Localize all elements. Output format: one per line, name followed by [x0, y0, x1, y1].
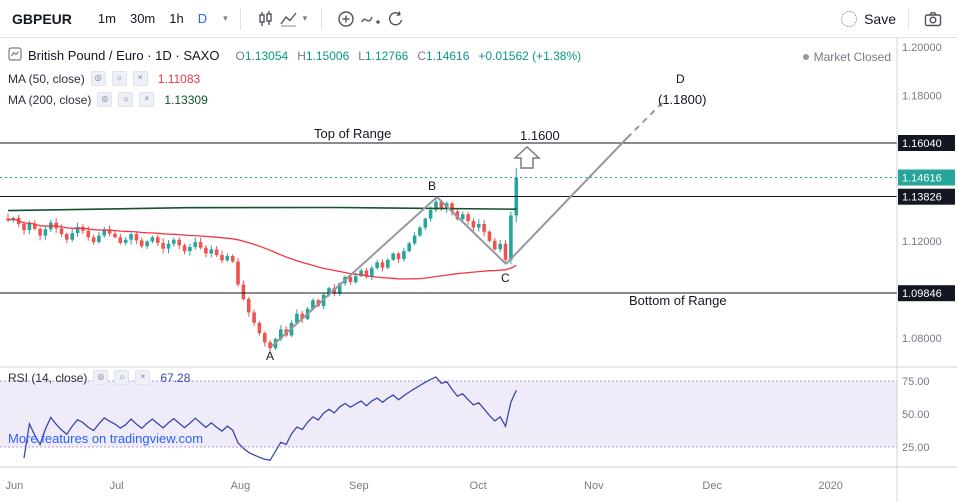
svg-text:1.18000: 1.18000: [902, 91, 942, 103]
close-icon[interactable]: ×: [132, 71, 148, 86]
top-toolbar: GBPEUR 1m 30m 1h D ▾ ▾: [0, 0, 957, 38]
svg-text:1.13826: 1.13826: [902, 192, 942, 204]
svg-text:1.20000: 1.20000: [902, 42, 942, 54]
point-a-label[interactable]: A: [266, 349, 275, 363]
svg-text:1.12000: 1.12000: [902, 236, 942, 248]
symbol-button[interactable]: GBPEUR: [12, 10, 72, 27]
close-icon[interactable]: ×: [135, 370, 151, 385]
indicators-icon[interactable]: [358, 7, 384, 31]
svg-text:Dec: Dec: [702, 480, 722, 492]
ma50-value: 1.11083: [157, 71, 201, 86]
interval-30m[interactable]: 30m: [129, 11, 156, 26]
abcd-pattern-lines[interactable]: [271, 97, 668, 347]
high-label: H: [297, 48, 306, 63]
replay-icon[interactable]: [384, 7, 408, 31]
svg-text:25.00: 25.00: [902, 442, 930, 454]
legend: British Pound / Euro · 1D · SAXO O1.1305…: [8, 47, 581, 112]
point-d-label[interactable]: D: [676, 72, 685, 86]
settings-icon[interactable]: ☼: [118, 92, 134, 107]
settings-icon[interactable]: ☼: [111, 71, 127, 86]
rsi-line[interactable]: [23, 376, 517, 462]
svg-text:50.00: 50.00: [902, 409, 930, 421]
open-label: O: [235, 48, 245, 63]
svg-text:1.14616: 1.14616: [902, 173, 942, 185]
ma200-value: 1.13309: [164, 92, 208, 107]
top-of-range-label[interactable]: Top of Range: [314, 126, 392, 141]
toolbar-divider: [908, 7, 909, 30]
save-button-label: Save: [864, 10, 896, 27]
point-b-label[interactable]: B: [428, 179, 437, 193]
rsi-band: [0, 380, 897, 448]
ma50-legend-label[interactable]: MA (50, close): [8, 71, 85, 86]
price-and-time-axis[interactable]: 1.20000 1.18000 1.12000 1.08000 1.16040 1.138…: [6, 42, 955, 492]
eye-icon[interactable]: ◎: [93, 370, 109, 385]
svg-text:75.00: 75.00: [902, 376, 930, 388]
toolbar-divider: [321, 7, 323, 30]
save-button[interactable]: Save: [841, 10, 896, 27]
settings-icon[interactable]: ☼: [114, 370, 130, 385]
svg-text:Jul: Jul: [110, 480, 124, 492]
market-status-dot-icon: [802, 54, 809, 60]
legend-toggle-icon[interactable]: [8, 47, 22, 64]
close-value: 1.14616: [426, 48, 470, 63]
eye-icon[interactable]: ◎: [90, 71, 106, 86]
moving-average-lines[interactable]: [7, 206, 517, 280]
horizontal-level-lines[interactable]: [0, 142, 897, 294]
eye-icon[interactable]: ◎: [97, 92, 113, 107]
rsi-legend: RSI (14, close) ◎ ☼ × 67.28: [8, 369, 190, 386]
low-label: L: [358, 48, 365, 63]
compare-chart-icon[interactable]: ▾: [277, 7, 310, 31]
chart-style-candles-icon[interactable]: [253, 7, 277, 31]
svg-text:Jun: Jun: [6, 480, 24, 492]
svg-text:1.09846: 1.09846: [902, 288, 942, 300]
symbol-legend-title[interactable]: British Pound / Euro · 1D · SAXO: [28, 48, 220, 63]
cloud-save-status-icon: [841, 10, 858, 27]
ohlc-readout: O1.13054 H1.15006 L1.12766 C1.14616 +0.0…: [235, 49, 581, 63]
market-status: Market Closed: [802, 50, 891, 64]
svg-text:1.16040: 1.16040: [902, 138, 942, 150]
market-status-label: Market Closed: [813, 50, 891, 64]
svg-text:Oct: Oct: [470, 480, 487, 492]
chevron-down-icon[interactable]: ▾: [223, 13, 228, 23]
interval-1d-active[interactable]: D: [197, 11, 208, 26]
d-target-label[interactable]: (1.1800): [658, 92, 707, 107]
interval-1m[interactable]: 1m: [97, 11, 116, 26]
ma200-legend-label[interactable]: MA (200, close): [8, 92, 92, 107]
rsi-legend-label[interactable]: RSI (14, close): [8, 370, 88, 385]
svg-text:Aug: Aug: [231, 480, 251, 492]
tradingview-link[interactable]: More features on tradingview.com: [8, 431, 204, 446]
svg-text:Nov: Nov: [584, 480, 604, 492]
chevron-down-icon[interactable]: ▾: [302, 13, 308, 23]
high-value: 1.15006: [305, 48, 350, 63]
up-arrow-drawing[interactable]: [513, 145, 541, 169]
toolbar-divider: [239, 7, 241, 30]
close-label: C: [417, 48, 427, 63]
svg-text:1.08000: 1.08000: [902, 333, 942, 345]
snapshot-camera-icon[interactable]: [921, 7, 945, 31]
pane-separators: [0, 38, 957, 502]
candlestick-series[interactable]: [6, 168, 519, 351]
low-value: 1.12766: [364, 48, 409, 63]
open-value: 1.13054: [244, 48, 289, 63]
svg-text:Sep: Sep: [349, 480, 369, 492]
interval-switcher: 1m 30m 1h D ▾: [98, 11, 228, 26]
add-symbol-icon[interactable]: [334, 7, 358, 31]
target-price-label[interactable]: 1.1600: [520, 128, 560, 143]
point-c-label[interactable]: C: [501, 271, 510, 285]
bottom-of-range-label[interactable]: Bottom of Range: [629, 293, 727, 308]
rsi-value: 67.28: [160, 370, 191, 385]
interval-1h[interactable]: 1h: [169, 11, 184, 26]
svg-text:2020: 2020: [818, 480, 842, 492]
close-icon[interactable]: ×: [139, 92, 155, 107]
change-value: +0.01562 (+1.38%): [478, 48, 582, 63]
